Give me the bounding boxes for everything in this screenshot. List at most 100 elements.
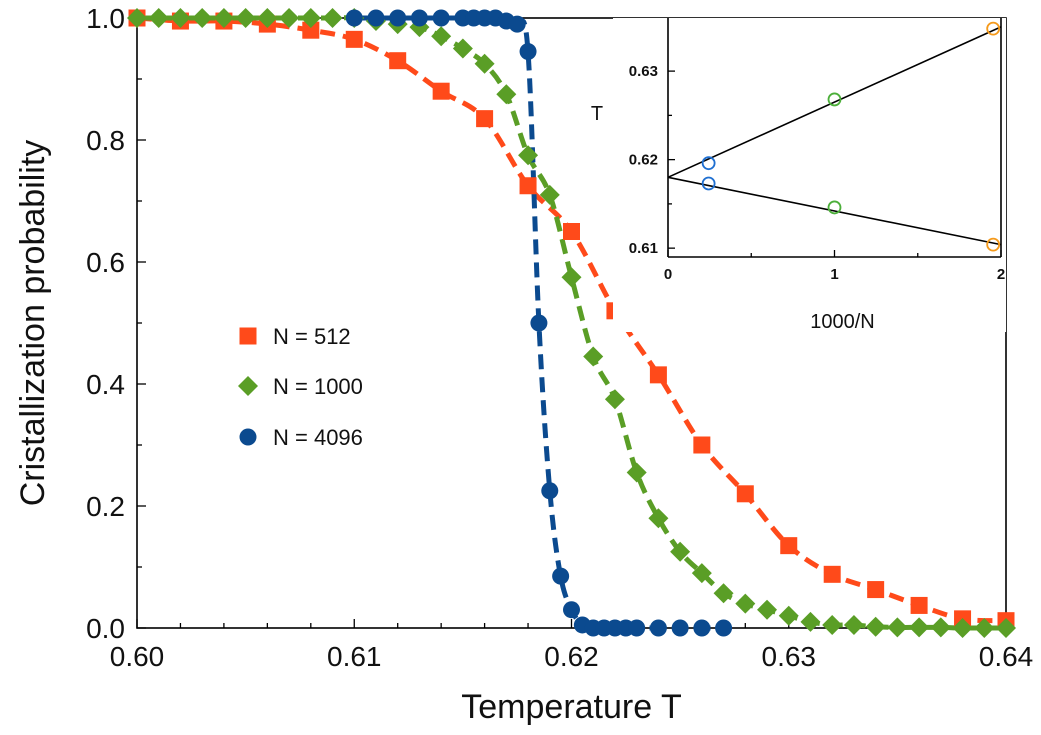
data-point [518,145,539,166]
data-point [778,605,799,626]
data-point [367,9,385,27]
data-point [561,267,582,288]
inset-x-tick-label: 1 [830,266,838,283]
inset-x-tick-label: 0 [664,266,672,283]
legend-item: N = 512 [239,324,351,349]
inset-fit-line-lower [667,176,1002,246]
inset-y-tick-label: 0.62 [629,152,658,169]
inset-y-tick-label: 0.61 [629,240,658,257]
data-point [867,581,885,599]
legend-marker [238,376,258,396]
data-point [626,462,647,483]
data-point [552,567,570,585]
inset-data-point [986,21,1001,36]
data-point [736,485,754,503]
data-point [604,389,625,410]
data-point [539,184,560,205]
data-point [519,177,537,195]
x-tick-label: 0.63 [762,641,817,672]
data-point [389,52,407,70]
data-point [496,84,517,105]
x-tick-label: 0.60 [110,641,165,672]
data-point [780,537,798,555]
y-tick-label: 0.6 [86,247,125,278]
inset-fit-line-upper [667,26,1002,179]
data-point [670,541,691,562]
series-3-markers [345,9,733,637]
y-tick-label: 0.2 [86,491,125,522]
y-tick-label: 0.0 [86,613,125,644]
inset-data-point [701,156,716,171]
x-tick-label: 0.64 [979,641,1034,672]
data-point [452,38,473,59]
data-point [563,223,580,240]
inset-data-point [827,200,842,215]
data-point [170,8,191,28]
data-point [432,9,450,27]
legend-label: N = 4096 [273,425,363,450]
legend-item: N = 1000 [238,374,363,399]
data-point [345,9,363,27]
inset-background [613,18,1006,332]
legend-label: N = 1000 [273,374,363,399]
inset-data-point [986,237,1001,252]
data-point [910,596,928,614]
data-point [389,9,407,27]
data-point [909,617,930,638]
data-point [519,43,537,61]
inset-plot: 0 1 2 0.61 0.62 0.63 1000/N T [591,18,1006,333]
data-point [583,346,604,367]
data-point [649,366,667,384]
x-tick-label: 0.62 [544,641,599,672]
y-axis-title: Cristallization probability [14,140,52,507]
data-point [476,110,494,128]
data-point [757,599,778,620]
legend-item: N = 4096 [239,425,363,450]
data-point [300,8,321,28]
data-point [693,436,711,454]
data-point [800,611,821,632]
inset-data-point [701,176,716,191]
data-point [257,8,278,28]
data-point [474,53,495,74]
data-point [996,618,1016,638]
data-point [823,565,841,583]
data-point [541,482,559,500]
x-axis-title: Temperature T [461,688,681,726]
data-point [563,601,580,619]
inset-y-axis-title: T [591,103,603,125]
data-point [822,614,843,635]
data-point [843,614,864,635]
inset-x-axis-title: 1000/N [810,311,875,333]
data-point [432,82,450,100]
data-point [127,8,147,28]
data-point [508,15,526,33]
data-point [431,26,452,47]
data-point [279,8,300,28]
data-point [713,583,734,604]
data-point [671,619,689,637]
inset-data-point [827,92,842,107]
data-point [192,8,213,28]
inset-x-tick-label: 2 [997,266,1005,283]
data-point [345,30,363,48]
legend-marker [239,327,257,345]
legend: N = 512 N = 1000 N = 4096 [238,324,363,450]
y-tick-label: 1.0 [86,3,125,34]
data-point [930,617,951,638]
main-plot: 0.60 0.61 0.62 0.63 0.64 0.0 0.2 0.4 0.6 0.8 1.0 Te… [14,3,1033,726]
y-tick-label: 0.8 [86,125,125,156]
data-point [952,618,973,638]
x-tick-label: 0.61 [327,641,382,672]
legend-marker [239,428,257,446]
data-point [530,314,548,332]
data-point [693,619,711,637]
data-point [322,8,343,28]
data-point [887,617,908,638]
inset-y-tick-label: 0.63 [629,63,658,80]
data-point [735,593,756,614]
data-point [628,619,646,637]
data-point [648,508,669,529]
